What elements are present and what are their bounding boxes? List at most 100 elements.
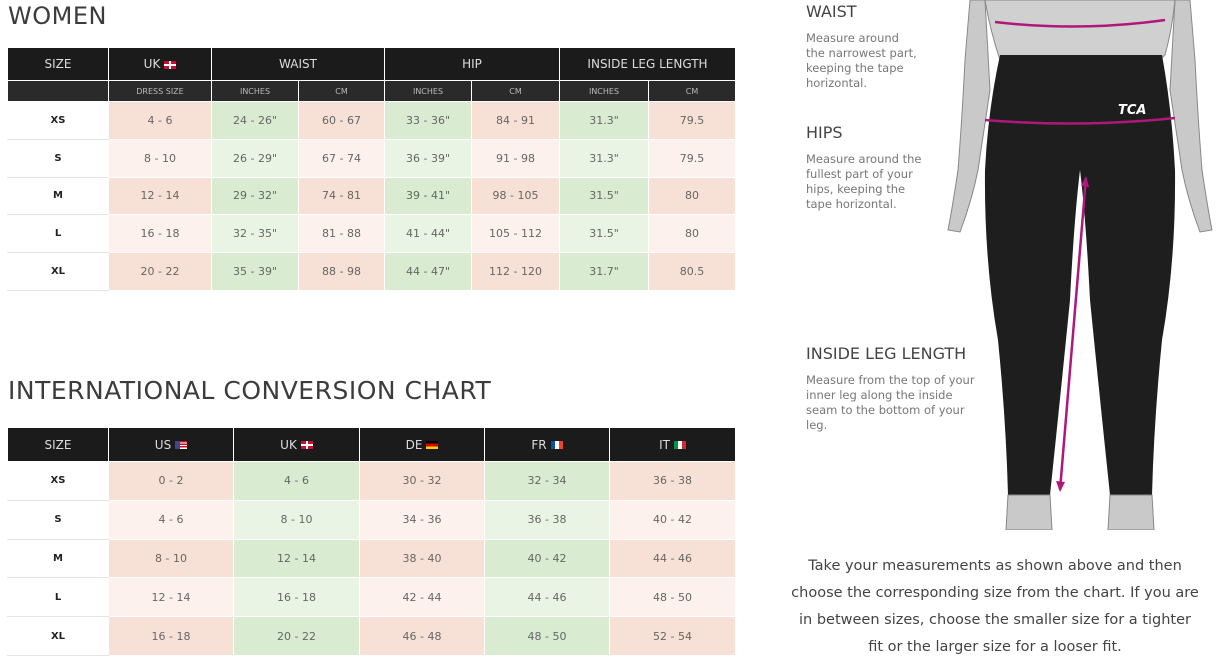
size-label: L <box>7 214 109 254</box>
de-flag-icon <box>426 441 439 449</box>
cell: 31.7" <box>559 252 649 291</box>
waist-heading: WAIST <box>806 2 857 21</box>
cell: 46 - 48 <box>359 616 485 656</box>
cell: 34 - 36 <box>359 499 485 540</box>
cell: 88 - 98 <box>298 252 385 291</box>
subheader <box>7 80 109 102</box>
cell: 31.3" <box>559 101 649 140</box>
cell: 32 - 35" <box>211 214 299 254</box>
size-label: M <box>7 176 109 216</box>
cell: 44 - 46 <box>609 538 736 579</box>
cell: 84 - 91 <box>471 101 560 140</box>
conversion-chart-title: INTERNATIONAL CONVERSION CHART <box>8 376 492 405</box>
cell: 39 - 41" <box>384 176 472 216</box>
subheader: INCHES <box>384 80 472 102</box>
cell: 29 - 32" <box>211 176 299 216</box>
cell: 12 - 14 <box>108 176 212 216</box>
cell: 40 - 42 <box>609 499 736 540</box>
inside-leg-instructions: Measure from the top of your inner leg a… <box>806 373 975 432</box>
cell: 32 - 34 <box>484 461 610 501</box>
it-flag-icon <box>673 441 686 449</box>
inside-leg-heading: INSIDE LEG LENGTH <box>806 344 967 363</box>
cell: 79.5 <box>647 101 737 140</box>
size-label: S <box>7 499 109 540</box>
cell: 44 - 46 <box>484 577 610 618</box>
cell: 60 - 67 <box>298 101 385 140</box>
table-row: XL 20 - 22 35 - 39" 88 - 98 44 - 47" 112 - 12… <box>7 252 737 291</box>
brand-logo: TCA <box>1118 103 1146 118</box>
size-label: XS <box>7 461 109 501</box>
cell: 26 - 29" <box>211 138 299 178</box>
size-label: XS <box>7 101 109 140</box>
cell: 48 - 50 <box>609 577 736 618</box>
header-inside-leg-length: INSIDE LEG LENGTH <box>558 47 737 81</box>
uk-flag-icon <box>164 60 177 69</box>
subheader: DRESS SIZE <box>108 80 212 102</box>
subheader: CM <box>298 80 385 102</box>
cell: 8 - 10 <box>108 538 234 579</box>
cell: 38 - 40 <box>359 538 485 579</box>
table-row: L 16 - 18 32 - 35" 81 - 88 41 - 44" 105 - 112… <box>7 214 737 254</box>
header-uk: UK <box>233 427 360 462</box>
cell: 80 <box>647 176 737 216</box>
header-size: SIZE <box>7 427 109 462</box>
cell: 74 - 81 <box>298 176 385 216</box>
inside-leg-measure-line <box>1058 177 1088 491</box>
table-row: M 12 - 14 29 - 32" 74 - 81 39 - 41" 98 - 105 3… <box>7 176 737 216</box>
cell: 40 - 42 <box>484 538 610 579</box>
leggings-figure-illustration: TCA <box>947 0 1213 530</box>
cell: 4 - 6 <box>108 499 234 540</box>
cell: 91 - 98 <box>471 138 560 178</box>
cell: 12 - 14 <box>233 538 360 579</box>
hips-instructions: Measure around the fullest part of your … <box>806 152 922 211</box>
cell: 31.5" <box>559 214 649 254</box>
cell: 16 - 18 <box>233 577 360 618</box>
waist-measure-line <box>994 18 1166 28</box>
women-size-table: SIZE UK WAIST HIP INSIDE LEG LENGTH DRESS SIZ… <box>7 47 737 291</box>
cell: 0 - 2 <box>108 461 234 501</box>
cell: 42 - 44 <box>359 577 485 618</box>
hips-heading: HIPS <box>806 123 843 142</box>
cell: 67 - 74 <box>298 138 385 178</box>
cell: 35 - 39" <box>211 252 299 291</box>
uk-flag-icon <box>300 441 313 449</box>
cell: 24 - 26" <box>211 101 299 140</box>
table-row: L 12 - 14 16 - 18 42 - 44 44 - 46 48 - 50 <box>7 577 736 618</box>
header-us: US <box>108 427 234 462</box>
subheader: INCHES <box>211 80 299 102</box>
cell: 31.3" <box>559 138 649 178</box>
size-label: XL <box>7 616 109 656</box>
cell: 16 - 18 <box>108 214 212 254</box>
table-row: XS 4 - 6 24 - 26" 60 - 67 33 - 36" 84 - 91 31.… <box>7 101 737 140</box>
header-hip: HIP <box>384 47 560 81</box>
cell: 112 - 120 <box>471 252 560 291</box>
cell: 4 - 6 <box>108 101 212 140</box>
header-uk: UK <box>108 47 212 81</box>
sizing-note: Take your measurements as shown above an… <box>791 558 1199 655</box>
cell: 41 - 44" <box>384 214 472 254</box>
cell: 80 <box>647 214 737 254</box>
cell: 36 - 38 <box>609 461 736 501</box>
header-fr: FR <box>484 427 610 462</box>
cell: 48 - 50 <box>484 616 610 656</box>
cell: 52 - 54 <box>609 616 736 656</box>
header-waist: WAIST <box>211 47 385 81</box>
cell: 44 - 47" <box>384 252 472 291</box>
hip-measure-line <box>984 116 1176 125</box>
cell: 20 - 22 <box>108 252 212 291</box>
cell: 31.5" <box>559 176 649 216</box>
cell: 33 - 36" <box>384 101 472 140</box>
cell: 8 - 10 <box>233 499 360 540</box>
cell: 20 - 22 <box>233 616 360 656</box>
table-row: XL 16 - 18 20 - 22 46 - 48 48 - 50 52 - 54 <box>7 616 736 656</box>
cell: 36 - 39" <box>384 138 472 178</box>
cell: 81 - 88 <box>298 214 385 254</box>
cell: 30 - 32 <box>359 461 485 501</box>
cell: 80.5 <box>647 252 737 291</box>
size-label: M <box>7 538 109 579</box>
cell: 79.5 <box>647 138 737 178</box>
